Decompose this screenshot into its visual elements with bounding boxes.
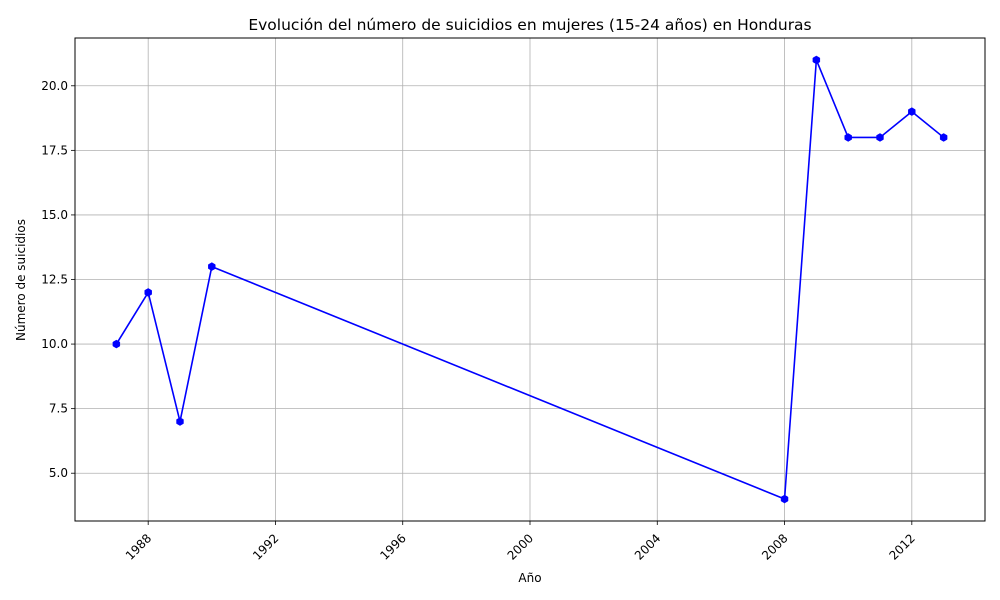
data-point [908, 107, 916, 116]
y-tick-label: 5.0 [49, 466, 68, 480]
series-line [115, 59, 945, 500]
y-tick-label: 17.5 [41, 143, 68, 157]
x-axis-title: Año [518, 571, 541, 585]
data-point [144, 288, 152, 297]
y-tick-label: 15.0 [41, 208, 68, 222]
data-point [812, 55, 821, 65]
data-point [939, 133, 948, 142]
data-point [208, 262, 216, 271]
chart-title: Evolución del número de suicidios en muj… [248, 16, 811, 34]
series-layer [112, 55, 948, 504]
data-point [876, 133, 884, 142]
data-point [176, 417, 184, 426]
axes: 1988 1992 1996 2000 2004 2008 20125.07.510.012… [41, 79, 918, 563]
data-point [112, 339, 121, 349]
y-axis-title: Número de suicidios [14, 219, 28, 341]
data-point [844, 133, 852, 142]
y-tick-label: 7.5 [49, 402, 68, 416]
y-tick-label: 10.0 [41, 337, 68, 351]
y-tick-label: 20.0 [41, 79, 68, 93]
data-point [780, 494, 789, 504]
y-tick-label: 12.5 [41, 273, 68, 287]
grid [75, 38, 985, 521]
